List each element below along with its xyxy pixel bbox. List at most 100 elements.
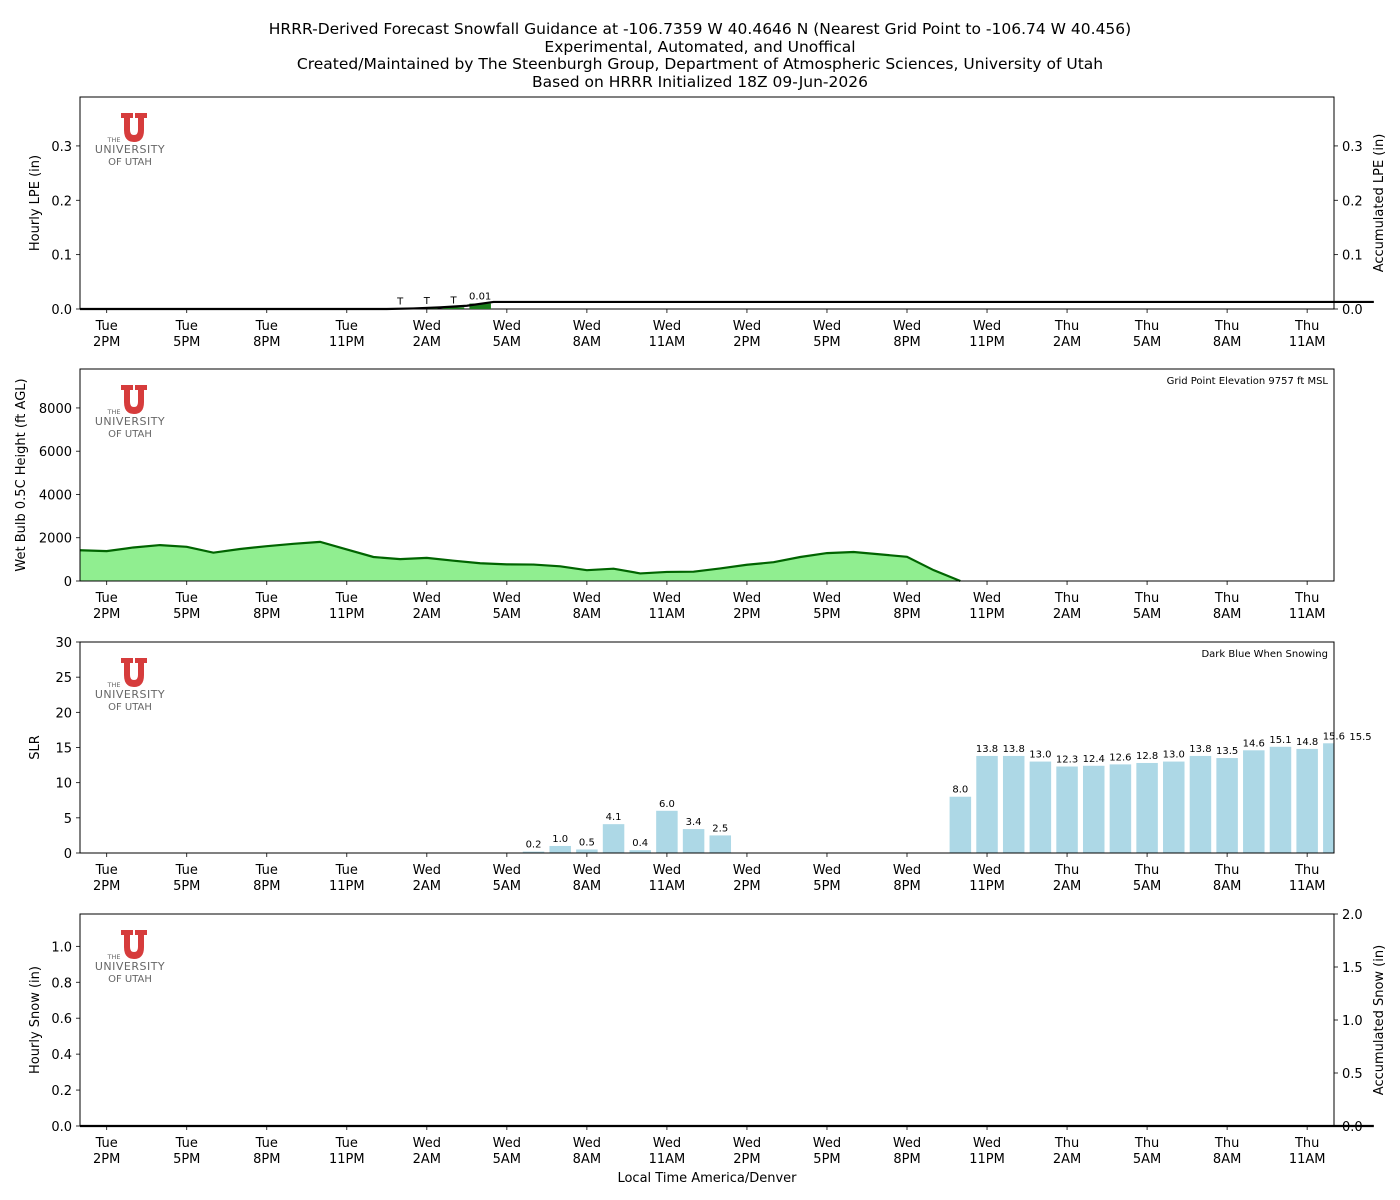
x-tick-label-day: Wed bbox=[493, 1136, 521, 1151]
x-tick-label-day: Thu bbox=[1134, 1136, 1159, 1151]
slr-bar-label: 14.6 bbox=[1243, 738, 1265, 749]
x-tick-label-day: Tue bbox=[255, 591, 278, 606]
x-tick-label-hour: 2AM bbox=[413, 335, 441, 350]
x-tick-label-hour: 2AM bbox=[413, 607, 441, 622]
y-tick-label: 0.4 bbox=[51, 1048, 72, 1063]
x-tick-label-day: Wed bbox=[733, 1136, 761, 1151]
x-tick-label-hour: 2AM bbox=[413, 879, 441, 894]
x-tick-label-day: Wed bbox=[573, 1136, 601, 1151]
x-tick-label-day: Tue bbox=[95, 591, 118, 606]
x-tick-label-hour: 11PM bbox=[969, 879, 1005, 894]
slr-bar bbox=[1323, 743, 1334, 853]
logo-the: THE bbox=[107, 408, 121, 416]
x-tick-label-day: Thu bbox=[1214, 863, 1239, 878]
slr-bar-label: 13.5 bbox=[1216, 746, 1238, 757]
y-tick-label: 0 bbox=[64, 847, 72, 862]
plot-frame bbox=[79, 368, 1335, 582]
title-line: Based on HRRR Initialized 18Z 09-Jun-202… bbox=[532, 72, 868, 91]
x-tick-label-hour: 8AM bbox=[1213, 879, 1241, 894]
figure-title: HRRR-Derived Forecast Snowfall Guidance … bbox=[0, 20, 1400, 91]
x-tick-label-hour: 2PM bbox=[93, 335, 120, 350]
plot-frame bbox=[79, 96, 1335, 310]
x-tick-label-hour: 8AM bbox=[1213, 607, 1241, 622]
slr-bar-label: 13.8 bbox=[976, 744, 998, 755]
title-line: Created/Maintained by The Steenburgh Gro… bbox=[296, 55, 1104, 74]
x-tick-label-day: Tue bbox=[255, 1136, 278, 1151]
y-tick-label: 1.0 bbox=[51, 940, 72, 955]
wet-bulb-area bbox=[80, 541, 1334, 581]
slr-bar-label: 13.8 bbox=[1003, 744, 1025, 755]
y-tick-label: 0.3 bbox=[51, 140, 72, 155]
x-tick-label-day: Tue bbox=[175, 863, 198, 878]
slr-bar bbox=[522, 851, 545, 853]
y-tick-label: 10 bbox=[55, 777, 72, 792]
x-tick-label-hour: 5PM bbox=[173, 607, 200, 622]
snowing-annotation: Dark Blue When Snowing bbox=[1201, 649, 1328, 660]
x-tick-label-hour: 11PM bbox=[969, 607, 1005, 622]
lpe-bar bbox=[469, 303, 491, 309]
y-tick-label: 15 bbox=[55, 742, 72, 757]
slr-bar-label: 0.5 bbox=[579, 837, 595, 848]
slr-bar bbox=[1082, 765, 1105, 853]
slr-bar bbox=[1029, 761, 1052, 853]
x-tick-label-hour: 2AM bbox=[1053, 607, 1081, 622]
slr-bar-label: 0.2 bbox=[526, 840, 542, 851]
x-tick-label-day: Tue bbox=[175, 1136, 198, 1151]
x-tick-label-day: Wed bbox=[573, 591, 601, 606]
slr-bar-label: 12.8 bbox=[1136, 751, 1158, 762]
x-tick-label-hour: 8AM bbox=[1213, 1152, 1241, 1167]
y-tick-label: 8000 bbox=[39, 402, 72, 417]
x-tick-label-hour: 5PM bbox=[173, 1152, 200, 1167]
y-tick-label: 4000 bbox=[39, 488, 72, 503]
x-tick-label-day: Thu bbox=[1054, 863, 1079, 878]
y-tick-label: 0.0 bbox=[51, 303, 72, 318]
x-tick-label-day: Tue bbox=[175, 319, 198, 334]
x-tick-label-hour: 5AM bbox=[1133, 1152, 1161, 1167]
x-tick-label-hour: 11AM bbox=[649, 879, 686, 894]
x-tick-label-hour: 5PM bbox=[813, 879, 840, 894]
x-tick-label-day: Wed bbox=[973, 863, 1001, 878]
slr-bar bbox=[1163, 761, 1185, 853]
lpe-bar-label: T bbox=[423, 296, 431, 307]
x-tick-label-hour: 2PM bbox=[733, 335, 760, 350]
u-block-icon bbox=[121, 658, 147, 687]
x-tick-label-hour: 11AM bbox=[649, 335, 686, 350]
y2-tick-label: 2.0 bbox=[1342, 908, 1363, 923]
logo-of-utah: OF UTAH bbox=[108, 157, 152, 168]
slr-bar bbox=[602, 824, 625, 853]
slr-bar-label: 12.3 bbox=[1056, 754, 1078, 765]
x-tick-label-hour: 8PM bbox=[253, 335, 280, 350]
x-tick-label-hour: 11PM bbox=[329, 335, 365, 350]
u-block-icon bbox=[121, 930, 147, 959]
x-tick-label-day: Wed bbox=[813, 863, 841, 878]
y-axis-label: SLR bbox=[28, 735, 43, 760]
x-tick-label-day: Wed bbox=[813, 319, 841, 334]
x-tick-label-day: Thu bbox=[1134, 591, 1159, 606]
slr-bar bbox=[1136, 762, 1158, 853]
x-tick-label-day: Wed bbox=[493, 591, 521, 606]
y-tick-label: 6000 bbox=[39, 445, 72, 460]
x-tick-label-hour: 8AM bbox=[1213, 335, 1241, 350]
y2-tick-label: 1.5 bbox=[1342, 961, 1363, 976]
slr-bar bbox=[1056, 766, 1078, 853]
panel-slr: 0.2 1.0 0.5 4.1 0.4 6.0 3.4 2.5 8.0 13.8 13.8 13.0 1… bbox=[28, 636, 1372, 894]
slr-bar bbox=[656, 810, 678, 853]
x-tick-label-day: Wed bbox=[413, 319, 441, 334]
y-axis-label: Hourly Snow (in) bbox=[28, 966, 43, 1074]
x-tick-label-day: Tue bbox=[335, 591, 358, 606]
logo-of-utah: OF UTAH bbox=[108, 702, 152, 713]
x-tick-label-day: Wed bbox=[973, 319, 1001, 334]
x-tick-label-day: Tue bbox=[95, 319, 118, 334]
y-axis-label: Hourly LPE (in) bbox=[28, 155, 43, 251]
y-tick-label: 0.8 bbox=[51, 976, 72, 991]
y2-tick-label: 0.2 bbox=[1342, 194, 1363, 209]
y-tick-label: 25 bbox=[55, 671, 72, 686]
logo-university: UNIVERSITY bbox=[95, 415, 165, 428]
x-tick-label-day: Thu bbox=[1214, 319, 1239, 334]
x-tick-label-day: Thu bbox=[1294, 1136, 1319, 1151]
